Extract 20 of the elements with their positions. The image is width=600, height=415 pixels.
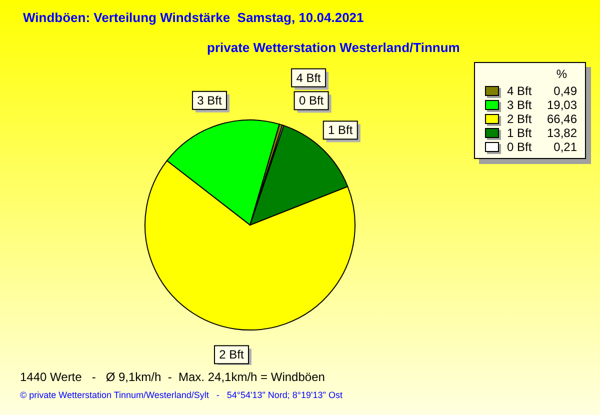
data-label: 13,82 xyxy=(546,126,577,140)
slice-label: 2 Bft xyxy=(219,348,244,362)
legend-label: 1 Bft xyxy=(507,126,533,140)
legend-label: 4 Bft xyxy=(507,84,533,98)
data-label: 0,21 xyxy=(552,140,577,154)
data-label: 19,03 xyxy=(546,98,577,112)
text: © private Wetterstation Tinnum/Westerland/Sylt - 54°54'13" Nord; 8°19'13" Ost xyxy=(20,390,342,400)
data-label: 66,46 xyxy=(546,112,577,126)
legend-label: 3 Bft xyxy=(507,98,533,112)
slice-label: 0 Bft xyxy=(298,94,324,108)
data-label: 0,49 xyxy=(552,84,577,98)
legend-title: % xyxy=(555,67,568,81)
slice-label: 3 Bft xyxy=(197,93,222,108)
slice-label: 1 Bft xyxy=(328,123,354,138)
text: 1440 Werte - Ø 9,1km/h - Max. 24,1km/h = Windböen xyxy=(20,370,325,384)
legend-label: 0 Bft xyxy=(507,140,533,154)
chart-subtitle: private Wetterstation Westerland/Tinnum xyxy=(207,40,460,55)
category-label: 4 Bft xyxy=(296,70,321,85)
legend-label: 2 Bft xyxy=(507,112,533,126)
chart-title: Windböen: Verteilung Windstärke Samstag, 10.04.2021 xyxy=(23,10,364,25)
